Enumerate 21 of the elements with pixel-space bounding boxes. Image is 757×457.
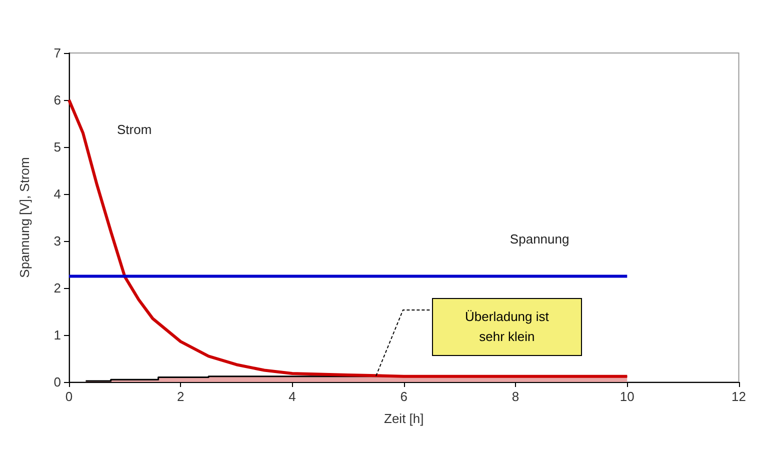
x-tick-label: 2: [177, 389, 184, 404]
x-axis-title: Zeit [h]: [384, 411, 424, 426]
y-tick-label: 2: [54, 280, 61, 296]
y-tick-label: 1: [54, 328, 61, 342]
y-tick-label: 7: [54, 46, 61, 60]
y-tick-label: 4: [54, 186, 61, 202]
x-tick-label: 6: [400, 389, 408, 404]
callout-box: Überladung ist sehr klein: [432, 298, 582, 356]
line-series: [68, 98, 629, 378]
y-tick-label: 0: [54, 374, 61, 390]
x-tick-label: 0: [65, 389, 73, 404]
x-tick-label: 10: [620, 389, 634, 404]
y-tick-label: 5: [54, 140, 61, 154]
x-tick-label: 12: [732, 389, 746, 404]
y-axis-title: Spannung [V], Strom: [17, 157, 32, 278]
x-tick-label: 8: [512, 389, 520, 404]
y-tick-label: 3: [54, 234, 61, 248]
x-tick-label: 4: [288, 389, 296, 404]
text: Spannung: [510, 232, 570, 247]
text: Strom: [117, 122, 152, 138]
y-tick-label: 6: [54, 92, 61, 108]
